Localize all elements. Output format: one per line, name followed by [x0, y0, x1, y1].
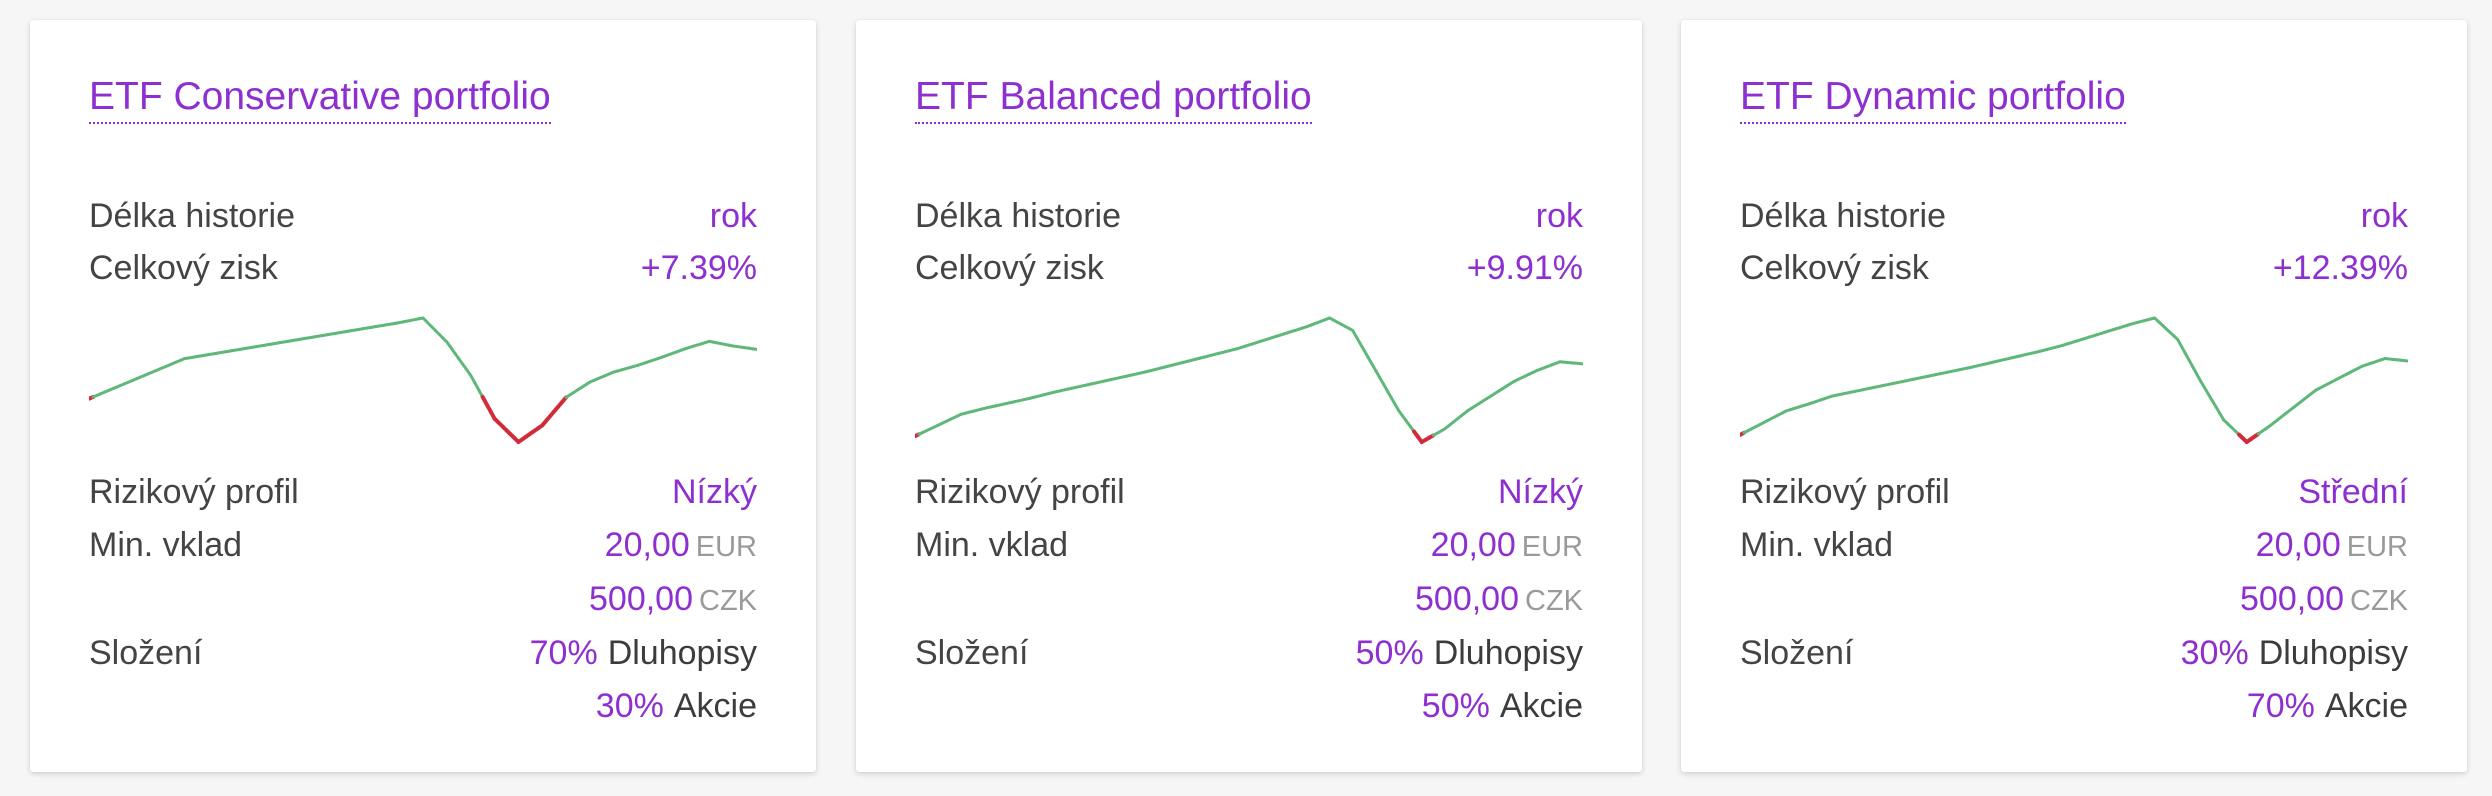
composition-stocks: 30% Akcie [596, 682, 757, 730]
history-value: rok [2360, 197, 2408, 235]
min-deposit-eur-amount: 20,00 [1430, 526, 1516, 564]
risk-row: Rizikový profil Střední [1740, 468, 2408, 516]
risk-row: Rizikový profil Nízký [89, 468, 757, 516]
bonds-percent: 70% [529, 634, 598, 672]
performance-sparkline [89, 316, 757, 444]
currency-czk: CZK [1525, 585, 1583, 617]
composition-bonds: 70% Dluhopisy [530, 629, 757, 677]
min-deposit-eur: 20,00 EUR [1431, 521, 1583, 571]
min-deposit-czk: 500,00 CZK [589, 575, 757, 623]
min-deposit-row: Min. vklad 20,00 EUR [1740, 521, 2408, 569]
min-deposit-czk-amount: 500,00 [589, 580, 693, 618]
risk-value: Střední [2298, 473, 2408, 511]
risk-value: Nízký [1498, 473, 1583, 511]
composition-label: Složení [1740, 634, 1854, 672]
gain-value: +12.39% [2272, 249, 2408, 287]
stocks-percent: 70% [2246, 687, 2315, 725]
sparkline-segment [751, 347, 757, 351]
gain-label: Celkový zisk [1740, 249, 1929, 287]
min-deposit-czk-amount: 500,00 [2240, 580, 2344, 618]
min-deposit-label: Min. vklad [89, 526, 243, 564]
min-deposit-czk-amount: 500,00 [1415, 580, 1519, 618]
portfolio-card: ETF Conservative portfolio Délka histori… [30, 20, 816, 772]
gain-value: +7.39% [640, 249, 757, 287]
risk-label: Rizikový profil [89, 473, 299, 511]
min-deposit-eur-amount: 20,00 [604, 526, 690, 564]
history-row: Délka historie rok [915, 192, 1583, 240]
bonds-percent: 30% [2180, 634, 2249, 672]
min-deposit-czk: 500,00 CZK [2240, 575, 2408, 623]
min-deposit-eur: 20,00 EUR [605, 521, 757, 571]
stocks-label: Akcie [2324, 687, 2408, 725]
gain-row: Celkový zisk +7.39% [89, 244, 757, 292]
history-label: Délka historie [1740, 197, 1946, 235]
composition-bonds: 30% Dluhopisy [2181, 629, 2408, 677]
performance-sparkline [915, 316, 1583, 444]
min-deposit-row: Min. vklad 20,00 EUR [89, 521, 757, 569]
gain-label: Celkový zisk [89, 249, 278, 287]
currency-eur: EUR [1521, 531, 1583, 563]
composition-row: Složení 70% Dluhopisy [89, 629, 757, 677]
stocks-percent: 50% [1421, 687, 1490, 725]
bonds-label: Dluhopisy [607, 634, 757, 672]
min-deposit-czk: 500,00 CZK [1415, 575, 1583, 623]
portfolio-title-link[interactable]: ETF Balanced portfolio [915, 72, 1312, 124]
history-row: Délka historie rok [1740, 192, 2408, 240]
stocks-label: Akcie [673, 687, 757, 725]
composition-row: Složení 30% Dluhopisy [1740, 629, 2408, 677]
bonds-label: Dluhopisy [1433, 634, 1583, 672]
performance-sparkline [1740, 316, 2408, 444]
history-label: Délka historie [915, 197, 1121, 235]
currency-eur: EUR [695, 531, 757, 563]
portfolio-card: ETF Balanced portfolio Délka historie ro… [856, 20, 1642, 772]
composition-row: Složení 50% Dluhopisy [915, 629, 1583, 677]
portfolio-title-link[interactable]: ETF Conservative portfolio [89, 72, 551, 124]
composition-stocks: 50% Akcie [1422, 682, 1583, 730]
portfolio-title-link[interactable]: ETF Dynamic portfolio [1740, 72, 2126, 124]
bonds-label: Dluhopisy [2258, 634, 2408, 672]
min-deposit-eur: 20,00 EUR [2256, 521, 2408, 571]
currency-czk: CZK [699, 585, 757, 617]
history-label: Délka historie [89, 197, 295, 235]
composition-bonds: 50% Dluhopisy [1356, 629, 1583, 677]
history-value: rok [709, 197, 757, 235]
composition-label: Složení [915, 634, 1029, 672]
composition-stocks: 70% Akcie [2247, 682, 2408, 730]
risk-label: Rizikový profil [1740, 473, 1950, 511]
gain-row: Celkový zisk +12.39% [1740, 244, 2408, 292]
currency-czk: CZK [2350, 585, 2408, 617]
risk-label: Rizikový profil [915, 473, 1125, 511]
bonds-percent: 50% [1355, 634, 1424, 672]
min-deposit-label: Min. vklad [1740, 526, 1894, 564]
stocks-percent: 30% [595, 687, 664, 725]
min-deposit-row: Min. vklad 20,00 EUR [915, 521, 1583, 569]
gain-row: Celkový zisk +9.91% [915, 244, 1583, 292]
risk-value: Nízký [672, 473, 757, 511]
history-value: rok [1535, 197, 1583, 235]
composition-label: Složení [89, 634, 203, 672]
portfolio-card: ETF Dynamic portfolio Délka historie rok… [1681, 20, 2467, 772]
min-deposit-eur-amount: 20,00 [2255, 526, 2341, 564]
currency-eur: EUR [2346, 531, 2408, 563]
gain-label: Celkový zisk [915, 249, 1104, 287]
gain-value: +9.91% [1466, 249, 1583, 287]
stocks-label: Akcie [1499, 687, 1583, 725]
history-row: Délka historie rok [89, 192, 757, 240]
min-deposit-label: Min. vklad [915, 526, 1069, 564]
risk-row: Rizikový profil Nízký [915, 468, 1583, 516]
